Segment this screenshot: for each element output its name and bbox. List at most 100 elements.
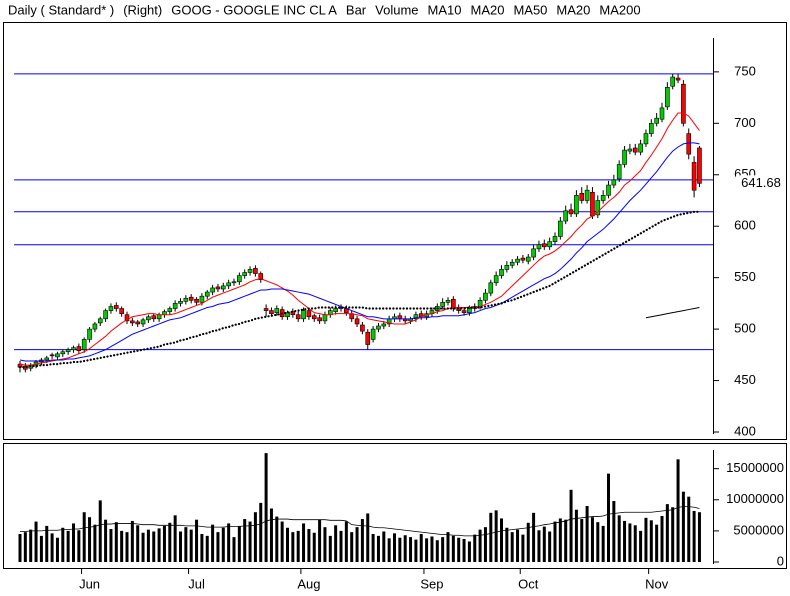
candle-body <box>333 308 338 312</box>
volume-bar <box>435 540 439 562</box>
y-tick-label: 600 <box>734 218 756 233</box>
header-item: MA200 <box>599 2 640 17</box>
candle-body <box>49 354 55 357</box>
volume-bar <box>195 519 199 562</box>
candle-body <box>263 308 269 311</box>
candle-body <box>515 258 520 263</box>
volume-bar <box>398 537 402 562</box>
candle-body <box>269 310 274 314</box>
candle-body <box>686 133 692 155</box>
volume-bar <box>173 515 177 562</box>
volume-bar <box>318 519 322 562</box>
candle-body <box>632 147 638 153</box>
volume-bar <box>200 534 204 562</box>
volume-bar <box>34 521 38 562</box>
volume-bar <box>104 519 108 562</box>
volume-bar <box>286 527 289 562</box>
volume-bar <box>66 530 70 562</box>
header-item: MA20 <box>470 2 504 17</box>
candle-body <box>135 321 140 325</box>
volume-bar <box>168 522 172 562</box>
volume-bar <box>687 496 691 562</box>
header-item: MA10 <box>428 2 462 17</box>
candle-body <box>156 314 162 320</box>
header-item: GOOG - GOOGLE INC CL A <box>171 2 337 17</box>
x-tick-label: Aug <box>297 576 320 591</box>
candle-body <box>151 315 157 320</box>
volume-bar <box>237 525 241 562</box>
y-tick-label: 750 <box>734 63 756 78</box>
volume-bar <box>574 509 578 562</box>
volume-bar <box>532 512 536 562</box>
volume-bar <box>564 519 568 562</box>
volume-bar <box>50 533 54 562</box>
volume-bar <box>478 529 482 562</box>
volume-bar <box>403 535 407 562</box>
volume-bar <box>430 536 434 562</box>
volume-bar <box>596 522 600 562</box>
x-tick-label: Jun <box>79 576 100 591</box>
candle-body <box>295 314 301 320</box>
volume-bar <box>510 532 514 562</box>
candle-body <box>306 310 312 318</box>
candle-body <box>451 298 456 309</box>
candle-body <box>493 275 499 284</box>
volume-bar <box>157 528 161 562</box>
candle-body <box>558 220 563 237</box>
candle-body <box>681 83 686 124</box>
volume-bar <box>665 504 669 562</box>
volume-bar <box>617 515 621 562</box>
candle-body <box>188 296 194 301</box>
volume-bar <box>649 520 653 562</box>
header-item: MA20 <box>556 2 590 17</box>
volume-bar <box>483 527 487 562</box>
volume-bar <box>312 532 316 562</box>
volume-bar <box>371 534 375 562</box>
volume-bar <box>269 508 273 562</box>
candle-body <box>167 308 173 312</box>
volume-bar <box>339 530 343 562</box>
volume-bar <box>120 530 124 562</box>
volume-bar <box>82 512 86 562</box>
candle-body <box>654 117 659 124</box>
candle-body <box>194 298 199 303</box>
candle-body <box>199 295 205 303</box>
volume-bar <box>61 527 65 562</box>
volume-bar <box>623 520 627 562</box>
volume-bar <box>136 525 140 562</box>
candle-body <box>445 299 451 303</box>
header-item: (Right) <box>123 2 162 17</box>
candle-body <box>317 317 322 322</box>
header-item: Volume <box>375 2 418 17</box>
volume-bar <box>558 518 562 562</box>
volume-bar <box>516 529 520 562</box>
candle-body <box>301 310 306 320</box>
volume-bar <box>344 521 348 562</box>
volume-moving-average <box>20 506 700 537</box>
volume-bar <box>146 529 150 562</box>
candle-body <box>114 305 119 309</box>
candle-body <box>600 195 606 201</box>
volume-tick-label: 5000000 <box>733 522 784 537</box>
volume-bar <box>542 526 546 562</box>
volume-bar <box>323 527 327 562</box>
volume-bar <box>72 523 75 562</box>
volume-bar <box>302 523 306 562</box>
volume-bar <box>184 527 188 562</box>
volume-bar <box>585 506 589 562</box>
candle-body <box>499 269 504 276</box>
volume-bar <box>291 532 295 562</box>
candle-body <box>648 123 654 134</box>
candle-body <box>60 351 66 355</box>
volume-bar <box>221 527 225 562</box>
y-tick-label: 550 <box>734 269 756 284</box>
volume-panel <box>3 443 787 569</box>
volume-bar <box>681 491 685 562</box>
volume-bar <box>39 535 43 562</box>
candle-body <box>365 331 371 345</box>
volume-bar <box>633 525 637 562</box>
candle-body <box>92 323 98 330</box>
volume-bar <box>130 520 134 562</box>
